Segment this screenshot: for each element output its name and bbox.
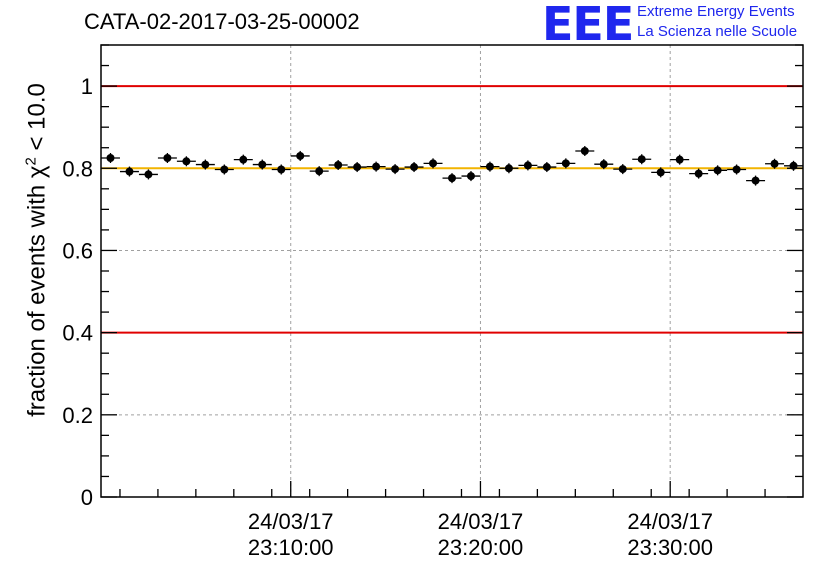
run-title: CATA-02-2017-03-25-00002 bbox=[84, 9, 360, 34]
data-point bbox=[542, 163, 551, 172]
x-tick-time: 23:10:00 bbox=[247, 535, 334, 560]
grid-lines bbox=[101, 45, 803, 498]
plot-frame bbox=[100, 44, 804, 498]
data-point bbox=[220, 165, 229, 174]
logo-line-1: Extreme Energy Events bbox=[637, 3, 795, 20]
logo-line-2: La Scienza nelle Scuole bbox=[637, 23, 798, 40]
data-point bbox=[618, 165, 627, 174]
data-point bbox=[144, 170, 153, 179]
data-point bbox=[523, 161, 532, 170]
eee-logo: EEE bbox=[542, 0, 634, 51]
data-point bbox=[675, 155, 684, 164]
x-tick-date: 24/03/17 bbox=[247, 509, 334, 534]
y-tick-label: 0.4 bbox=[62, 321, 93, 346]
data-point bbox=[296, 151, 305, 160]
data-point bbox=[125, 167, 134, 176]
data-point bbox=[239, 155, 248, 164]
y-tick-label: 1 bbox=[81, 74, 93, 99]
data-point bbox=[448, 174, 456, 183]
data-point bbox=[201, 160, 210, 169]
data-point bbox=[315, 167, 324, 176]
y-tick-label: 0.2 bbox=[62, 403, 93, 428]
x-tick-date: 24/03/17 bbox=[437, 509, 524, 534]
data-points bbox=[101, 146, 803, 186]
data-point bbox=[466, 172, 475, 181]
data-point bbox=[163, 154, 172, 162]
data-point bbox=[580, 147, 589, 156]
x-tick-time: 23:30:00 bbox=[627, 535, 714, 560]
data-point bbox=[353, 163, 362, 172]
data-point bbox=[106, 154, 115, 162]
data-point bbox=[182, 157, 191, 166]
y-tick-label: 0 bbox=[81, 485, 93, 510]
y-axis-label: fraction of events with χ2 < 10.0 bbox=[22, 83, 51, 417]
data-point bbox=[372, 162, 381, 171]
x-tick-label: 24/03/17 23:30:00 bbox=[627, 509, 713, 561]
data-point bbox=[656, 168, 665, 177]
data-point bbox=[391, 165, 400, 174]
data-point bbox=[599, 160, 608, 169]
x-tick-time: 23:20:00 bbox=[437, 535, 524, 560]
data-point bbox=[277, 165, 286, 174]
data-point bbox=[732, 165, 741, 174]
x-tick-label: 24/03/17 23:20:00 bbox=[438, 509, 524, 561]
data-point bbox=[429, 159, 438, 168]
x-tick-date: 24/03/17 bbox=[627, 509, 714, 534]
data-point bbox=[258, 160, 267, 169]
data-point bbox=[713, 166, 722, 175]
data-point bbox=[694, 169, 703, 178]
data-point bbox=[504, 164, 513, 173]
data-point bbox=[751, 176, 760, 185]
reference-lines bbox=[101, 85, 803, 334]
y-tick-label: 0.8 bbox=[62, 156, 93, 181]
data-point bbox=[637, 155, 646, 164]
data-point bbox=[334, 160, 343, 169]
axis-ticks bbox=[101, 44, 803, 498]
y-tick-labels: 0 0.2 0.4 0.6 0.8 1 bbox=[62, 74, 93, 510]
data-point bbox=[770, 159, 779, 168]
x-tick-label: 24/03/17 23:10:00 bbox=[248, 509, 334, 561]
data-point bbox=[410, 163, 419, 172]
data-point bbox=[485, 162, 494, 171]
y-tick-label: 0.6 bbox=[62, 238, 93, 263]
data-point bbox=[561, 159, 570, 168]
